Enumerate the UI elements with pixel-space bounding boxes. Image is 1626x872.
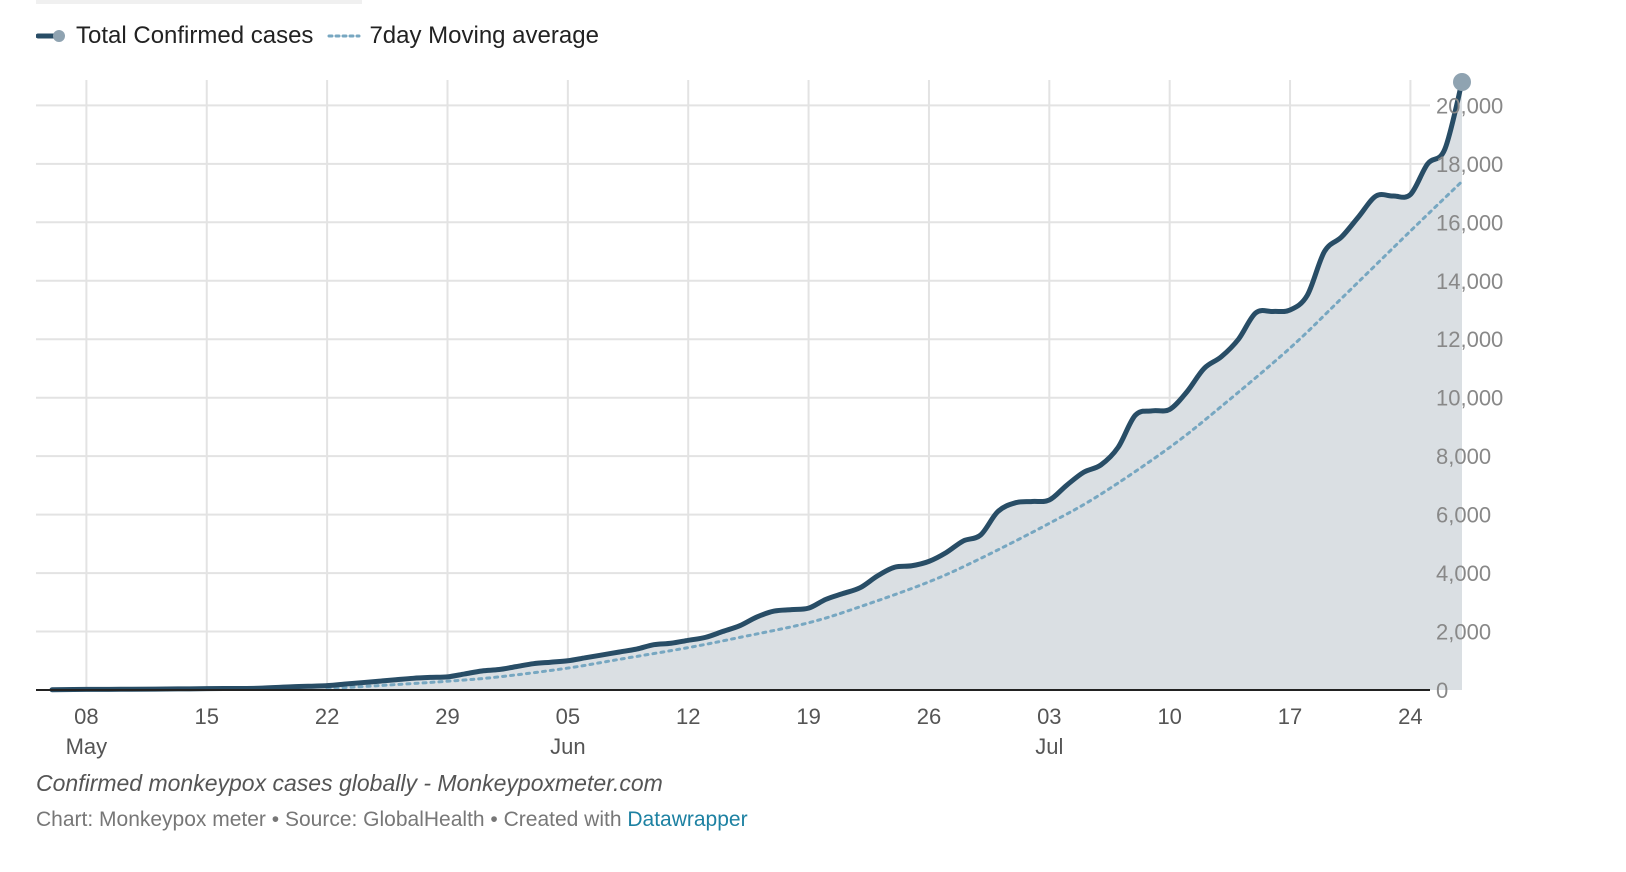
x-tick-label-3: 29 (435, 704, 459, 729)
datawrapper-link[interactable]: Datawrapper (627, 808, 748, 831)
x-tick-label-4: 05 (556, 704, 580, 729)
y-tick-label-4: 8,000 (1436, 444, 1491, 469)
x-tick-label-7: 26 (917, 704, 941, 729)
credits-separator-1: • (265, 808, 285, 831)
y-tick-label-9: 18,000 (1436, 152, 1503, 177)
legend-swatch-total (36, 30, 65, 42)
series-line-total (49, 79, 1465, 693)
credits-created: Created with (503, 808, 628, 831)
chart-credits: Chart: Monkeypox meter • Source: GlobalH… (36, 808, 748, 832)
series-line-moving-average (325, 179, 1464, 691)
x-tick-label-10: 17 (1278, 704, 1302, 729)
credits-source: Source: GlobalHealth (284, 808, 485, 831)
x-tick-label-6: 19 (796, 704, 820, 729)
legend-label-total: Total Confirmed cases (76, 22, 314, 49)
header-rule (36, 0, 362, 4)
y-tick-label-6: 12,000 (1436, 327, 1503, 352)
x-tick-label-11: 24 (1398, 704, 1422, 729)
chart-legend: Total Confirmed cases 7day Moving averag… (36, 22, 613, 50)
x-tick-label-5: 12 (676, 704, 700, 729)
y-tick-label-8: 16,000 (1436, 210, 1503, 235)
chart-caption: Confirmed monkeypox cases globally - Mon… (36, 770, 663, 796)
area-fill-total (52, 82, 1462, 690)
end-point-marker (1453, 73, 1471, 91)
y-tick-label-3: 6,000 (1436, 503, 1491, 528)
y-tick-label-1: 2,000 (1436, 620, 1491, 645)
x-tick-label-0: 08 (74, 704, 98, 729)
x-tick-label-9: 10 (1157, 704, 1181, 729)
x-month-label-8: Jul (1035, 734, 1063, 759)
x-tick-label-1: 15 (195, 704, 219, 729)
chart-plot: 0 2,000 4,000 6,000 8,000 10,000 12,000 14,000 1… (36, 73, 1503, 759)
x-tick-label-8: 03 (1037, 704, 1061, 729)
y-tick-label-0: 0 (1436, 678, 1448, 703)
y-tick-label-7: 14,000 (1436, 269, 1503, 294)
legend-swatch-moving-average (327, 34, 361, 38)
legend-item-moving-average: 7day Moving average (327, 22, 599, 50)
y-tick-label-10: 20,000 (1436, 93, 1503, 118)
credits-separator-2: • (484, 808, 504, 831)
x-tick-label-2: 22 (315, 704, 339, 729)
legend-label-moving-average: 7day Moving average (369, 22, 599, 49)
credits-chart: Chart: Monkeypox meter (36, 808, 266, 831)
legend-item-total: Total Confirmed cases (36, 22, 313, 50)
x-month-label-0: May (66, 734, 108, 759)
y-tick-label-5: 10,000 (1436, 386, 1503, 411)
y-tick-label-2: 4,000 (1436, 561, 1491, 586)
x-month-label-4: Jun (550, 734, 585, 759)
